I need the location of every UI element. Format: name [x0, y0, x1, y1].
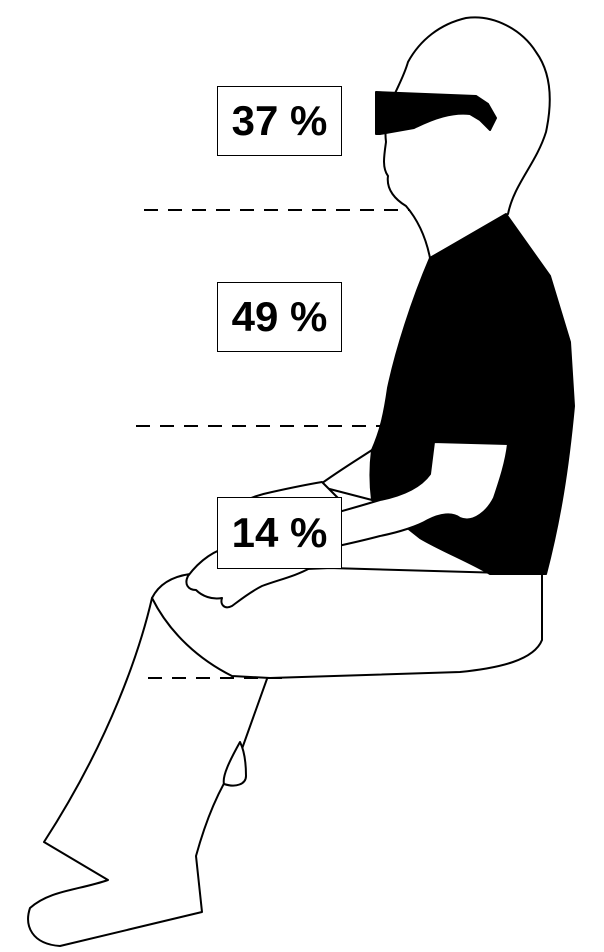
- thigh-percentage-label: 14 %: [217, 497, 342, 569]
- lower-leg-outline: [27, 597, 269, 947]
- glasses-icon: [375, 91, 497, 135]
- head-outline: [383, 16, 551, 259]
- head-percentage-label: 37 %: [217, 86, 342, 156]
- forearm-outline: [289, 441, 509, 557]
- torso-percentage-label: 49 %: [217, 282, 342, 352]
- calf-outline: [222, 741, 247, 787]
